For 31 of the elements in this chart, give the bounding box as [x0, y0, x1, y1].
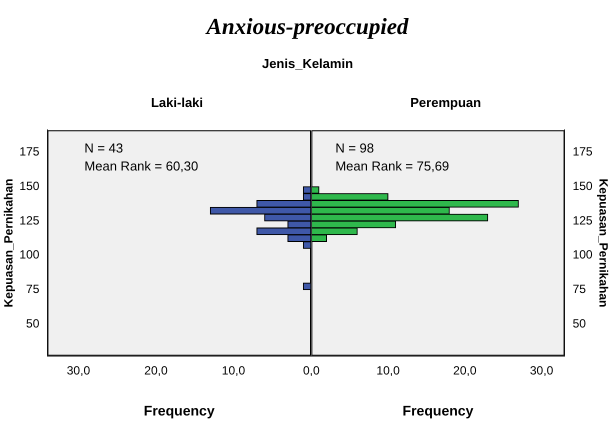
y-tick-label: 150: [19, 178, 40, 193]
y-tick-label: 150: [572, 178, 593, 193]
y-tick-label: 50: [572, 316, 586, 330]
y-axis-title: Kepuasan_Pernikahan: [2, 178, 16, 308]
annotation: N = 43: [84, 140, 124, 156]
x-tick-label: 20,0: [144, 363, 168, 378]
x-axis-title: Frequency: [402, 402, 474, 418]
y-tick-label: 100: [19, 248, 40, 262]
x-tick-label: 10,0: [376, 363, 400, 378]
x-axis-title: Frequency: [144, 402, 215, 418]
y-tick-label: 75: [572, 282, 586, 296]
text: Perempuan: [409, 95, 482, 110]
y-tick-label: 175: [19, 144, 40, 159]
x-tick-label: 30,0: [530, 363, 554, 378]
y-tick-label: 100: [572, 248, 593, 262]
x-tick-label: 20,0: [452, 363, 476, 378]
y-tick-label: 50: [26, 316, 40, 330]
chart-title: Anxious-preoccupied: [204, 14, 410, 40]
annotation: N = 98: [334, 140, 374, 156]
y-tick-label: 75: [26, 282, 40, 296]
x-tick-label: 0,0: [302, 363, 320, 378]
chart-subtitle: Jenis_Kelamin: [260, 56, 354, 71]
x-tick-label: 30,0: [66, 363, 90, 378]
text: Laki-laki: [150, 95, 204, 110]
y-axis-title: Kepuasan_Pernikahan: [596, 178, 610, 308]
x-tick-label: 10,0: [222, 363, 246, 378]
annotation: Mean Rank = 75,69: [334, 158, 449, 174]
y-tick-label: 175: [572, 144, 593, 159]
y-tick-label: 125: [19, 213, 40, 228]
annotation: Mean Rank = 60,30: [84, 158, 198, 174]
y-tick-label: 125: [572, 213, 593, 228]
